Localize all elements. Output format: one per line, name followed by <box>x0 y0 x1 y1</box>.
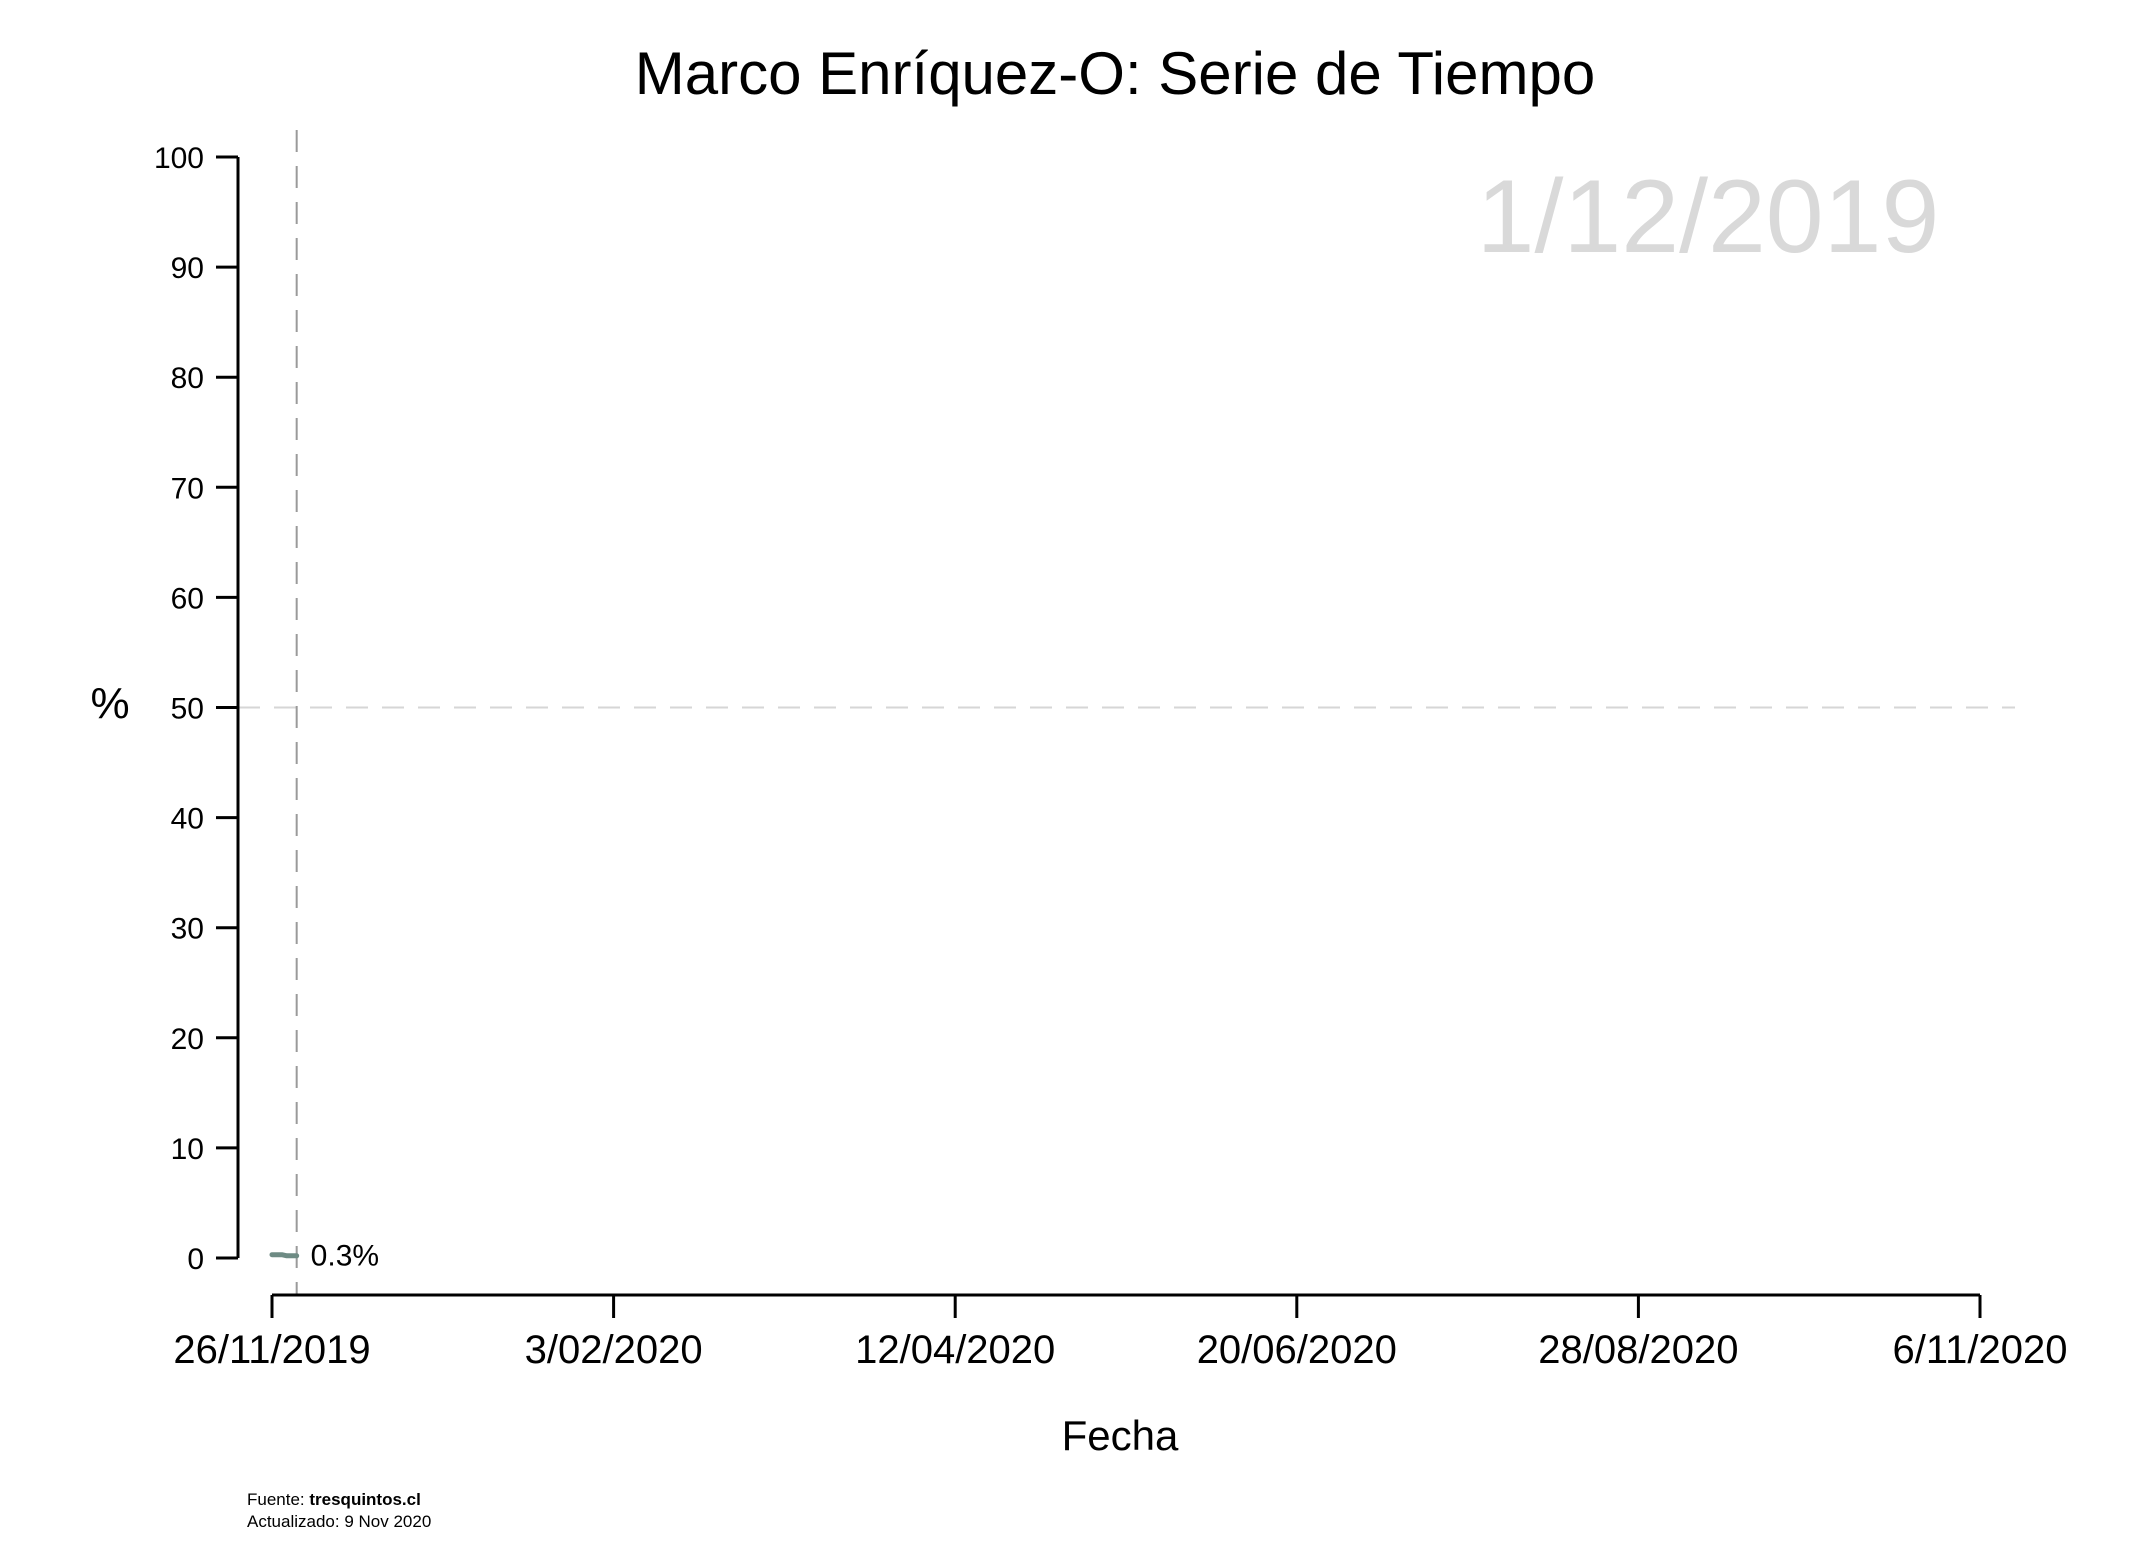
y-tick-label: 10 <box>171 1133 204 1166</box>
series-line <box>269 1252 300 1259</box>
x-tick-label: 6/11/2020 <box>1893 1328 2068 1372</box>
y-axis: 0 10 20 30 40 50 60 70 80 90 100 <box>154 142 240 1276</box>
x-tick-label: 3/02/2020 <box>525 1328 703 1372</box>
x-tick-label: 12/04/2020 <box>855 1328 1055 1372</box>
reference-lines <box>238 130 2015 1295</box>
x-axis-label: Fecha <box>1062 1412 1179 1459</box>
x-tick-label: 28/08/2020 <box>1538 1328 1738 1372</box>
updated-note: Actualizado: 9 Nov 2020 <box>247 1512 431 1531</box>
y-tick-label: 30 <box>171 913 204 946</box>
y-axis-label: % <box>90 679 129 728</box>
y-tick-label: 40 <box>171 803 204 836</box>
x-tick-label: 20/06/2020 <box>1197 1328 1397 1372</box>
series-layer: 0.3% <box>269 1240 379 1273</box>
source-note: Fuente: tresquintos.cl <box>247 1490 421 1509</box>
y-tick-label: 100 <box>154 142 204 175</box>
y-tick-label: 0 <box>187 1243 204 1276</box>
y-tick-label: 80 <box>171 362 204 395</box>
y-tick-label: 60 <box>171 582 204 615</box>
y-tick-label: 70 <box>171 472 204 505</box>
y-tick-label: 20 <box>171 1023 204 1056</box>
x-axis: 26/11/2019 3/02/2020 12/04/2020 20/06/2020 2… <box>173 1293 2068 1372</box>
source-name: tresquintos.cl <box>309 1490 420 1509</box>
y-tick-label: 90 <box>171 252 204 285</box>
y-tick-label: 50 <box>171 693 204 726</box>
date-watermark: 1/12/2019 <box>1477 159 1940 275</box>
x-tick-label: 26/11/2019 <box>173 1328 370 1372</box>
source-prefix: Fuente: <box>247 1490 309 1509</box>
end-value-label: 0.3% <box>311 1240 379 1273</box>
chart-title: Marco Enríquez-O: Serie de Tiempo <box>635 40 1595 107</box>
